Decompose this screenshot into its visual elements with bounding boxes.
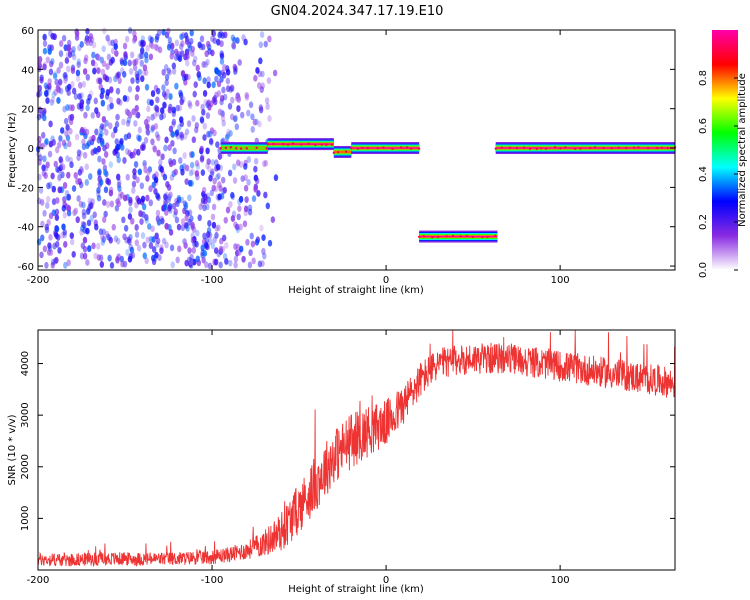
spectrogram-y-ticks: 60 40 20 0 -20 -40 -60 bbox=[18, 26, 675, 273]
spectrogram-x-tick-label: 0 bbox=[383, 275, 389, 286]
spectrogram-y-tick-label: 40 bbox=[21, 65, 34, 76]
snr-x-label: Height of straight line (km) bbox=[288, 584, 424, 595]
spectrogram-track bbox=[417, 230, 498, 243]
spectrogram-y-tick-label: -60 bbox=[18, 262, 34, 273]
spectrogram-track bbox=[332, 145, 352, 158]
snr-y-label: SNR (10 * v/v) bbox=[7, 414, 18, 485]
colorbar-tick-label: 0.4 bbox=[698, 166, 709, 182]
snr-y-tick-label: 2000 bbox=[20, 454, 31, 479]
spectrogram-y-label: Frequency (Hz) bbox=[7, 112, 18, 188]
snr-x-tick-label: -200 bbox=[27, 575, 50, 586]
spectrogram-y-tick-label: 0 bbox=[28, 144, 34, 155]
colorbar-tick-label: 0.8 bbox=[698, 70, 709, 86]
snr-x-tick-label: 100 bbox=[551, 575, 570, 586]
spectrogram-y-tick-label: 60 bbox=[21, 26, 34, 37]
colorbar-tick-label: 0.0 bbox=[698, 262, 709, 278]
colorbar-tick-label: 0.6 bbox=[698, 118, 709, 134]
snr-x-tick-label: -100 bbox=[201, 575, 224, 586]
spectrogram-track bbox=[350, 142, 421, 155]
noise-region bbox=[36, 27, 279, 270]
spectrogram-x-label: Height of straight line (km) bbox=[288, 285, 424, 296]
snr-panel: -200 -100 0 100 1000 2000 3000 4000 Height of … bbox=[7, 329, 676, 595]
colorbar: 0.0 0.2 0.4 0.6 0.8 Normalized spectral ampl… bbox=[698, 30, 748, 278]
spectrogram-x-tick-label: -100 bbox=[201, 275, 224, 286]
snr-y-tick-label: 4000 bbox=[20, 351, 31, 376]
spectrogram-y-tick-label: 20 bbox=[21, 105, 34, 116]
spectrogram-track bbox=[266, 138, 334, 151]
spectrogram-frame bbox=[37, 29, 676, 271]
spectrogram-y-tick-label: -20 bbox=[18, 183, 34, 194]
colorbar-gradient bbox=[712, 30, 738, 270]
spectrogram-track bbox=[494, 142, 677, 155]
colorbar-tick-label: 0.2 bbox=[698, 214, 709, 230]
spectrogram-track bbox=[219, 142, 268, 155]
snr-y-ticks: 1000 2000 3000 4000 bbox=[20, 351, 675, 531]
spectrogram-x-tick-label: -200 bbox=[27, 275, 50, 286]
snr-frame bbox=[37, 329, 676, 571]
colorbar-label: Normalized spectral amplitude bbox=[737, 73, 748, 227]
spectrogram-panel: -200 -100 0 100 60 40 20 0 -20 -40 -60 Height of … bbox=[7, 26, 677, 296]
snr-x-tick-label: 0 bbox=[383, 575, 389, 586]
spectrogram-content bbox=[36, 27, 677, 270]
chart-title: GN04.2024.347.17.19.E10 bbox=[271, 4, 444, 19]
spectrogram-x-ticks: -200 -100 0 100 bbox=[27, 30, 570, 286]
spectrogram-x-tick-label: 100 bbox=[551, 275, 570, 286]
snr-content bbox=[37, 330, 676, 568]
snr-x-ticks: -200 -100 0 100 bbox=[27, 330, 570, 586]
spectrogram-y-tick-label: -40 bbox=[18, 223, 34, 234]
colorbar-ticks: 0.0 0.2 0.4 0.6 0.8 bbox=[698, 70, 738, 278]
snr-y-tick-label: 1000 bbox=[20, 506, 31, 531]
snr-y-tick-label: 3000 bbox=[20, 402, 31, 427]
snr-series-line bbox=[37, 330, 676, 568]
